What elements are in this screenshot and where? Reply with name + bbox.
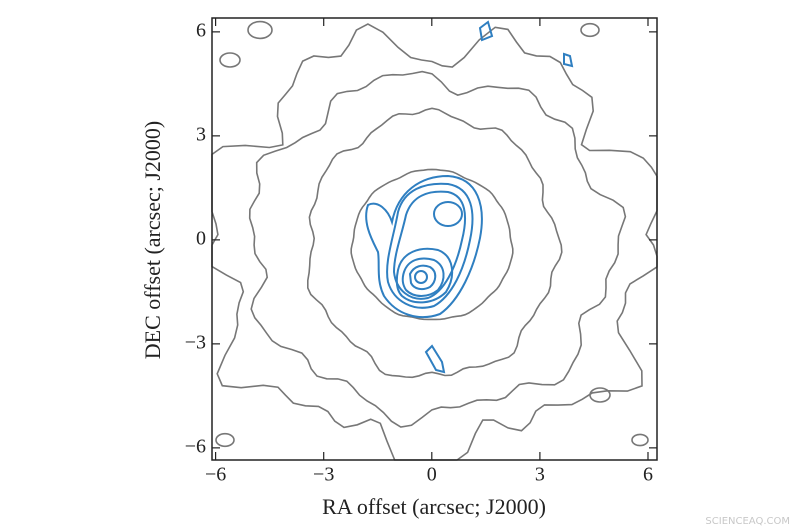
contour xyxy=(478,20,494,42)
contour xyxy=(414,270,428,284)
contour xyxy=(307,107,563,379)
contour xyxy=(365,174,483,319)
contour xyxy=(401,257,445,297)
x-tick-label: −3 xyxy=(313,464,334,486)
x-tick-label: 6 xyxy=(643,464,653,486)
contour xyxy=(408,264,437,291)
x-tick-label: 0 xyxy=(427,464,437,486)
watermark: SCIENCEAQ.COM xyxy=(705,516,790,527)
contour xyxy=(580,22,600,38)
y-tick-label: 0 xyxy=(196,227,206,249)
blue-contours xyxy=(365,20,574,374)
contour xyxy=(248,70,627,428)
axes: −6 −3 0 3 6 −6 −3 0 3 6 xyxy=(185,18,657,486)
contour xyxy=(424,344,446,374)
y-tick-label: −6 xyxy=(185,435,206,457)
contour xyxy=(386,182,474,309)
contour xyxy=(631,433,649,447)
contour xyxy=(247,20,273,40)
contour xyxy=(589,387,611,403)
contour xyxy=(563,52,574,68)
y-tick-label: −3 xyxy=(185,331,206,353)
contour xyxy=(392,190,466,300)
contour xyxy=(395,247,454,304)
contour xyxy=(215,432,235,448)
contour xyxy=(433,201,463,227)
y-tick-label: 6 xyxy=(196,19,206,41)
x-axis-label: RA offset (arcsec; J2000) xyxy=(322,494,546,519)
y-axis-label: DEC offset (arcsec; J2000) xyxy=(140,121,165,359)
x-tick-label: −6 xyxy=(205,464,226,486)
contours xyxy=(211,20,658,461)
plot-frame xyxy=(211,17,658,461)
y-tick-label: 3 xyxy=(196,123,206,145)
x-tick-label: 3 xyxy=(535,464,545,486)
contour xyxy=(350,168,514,321)
contour xyxy=(219,52,241,68)
